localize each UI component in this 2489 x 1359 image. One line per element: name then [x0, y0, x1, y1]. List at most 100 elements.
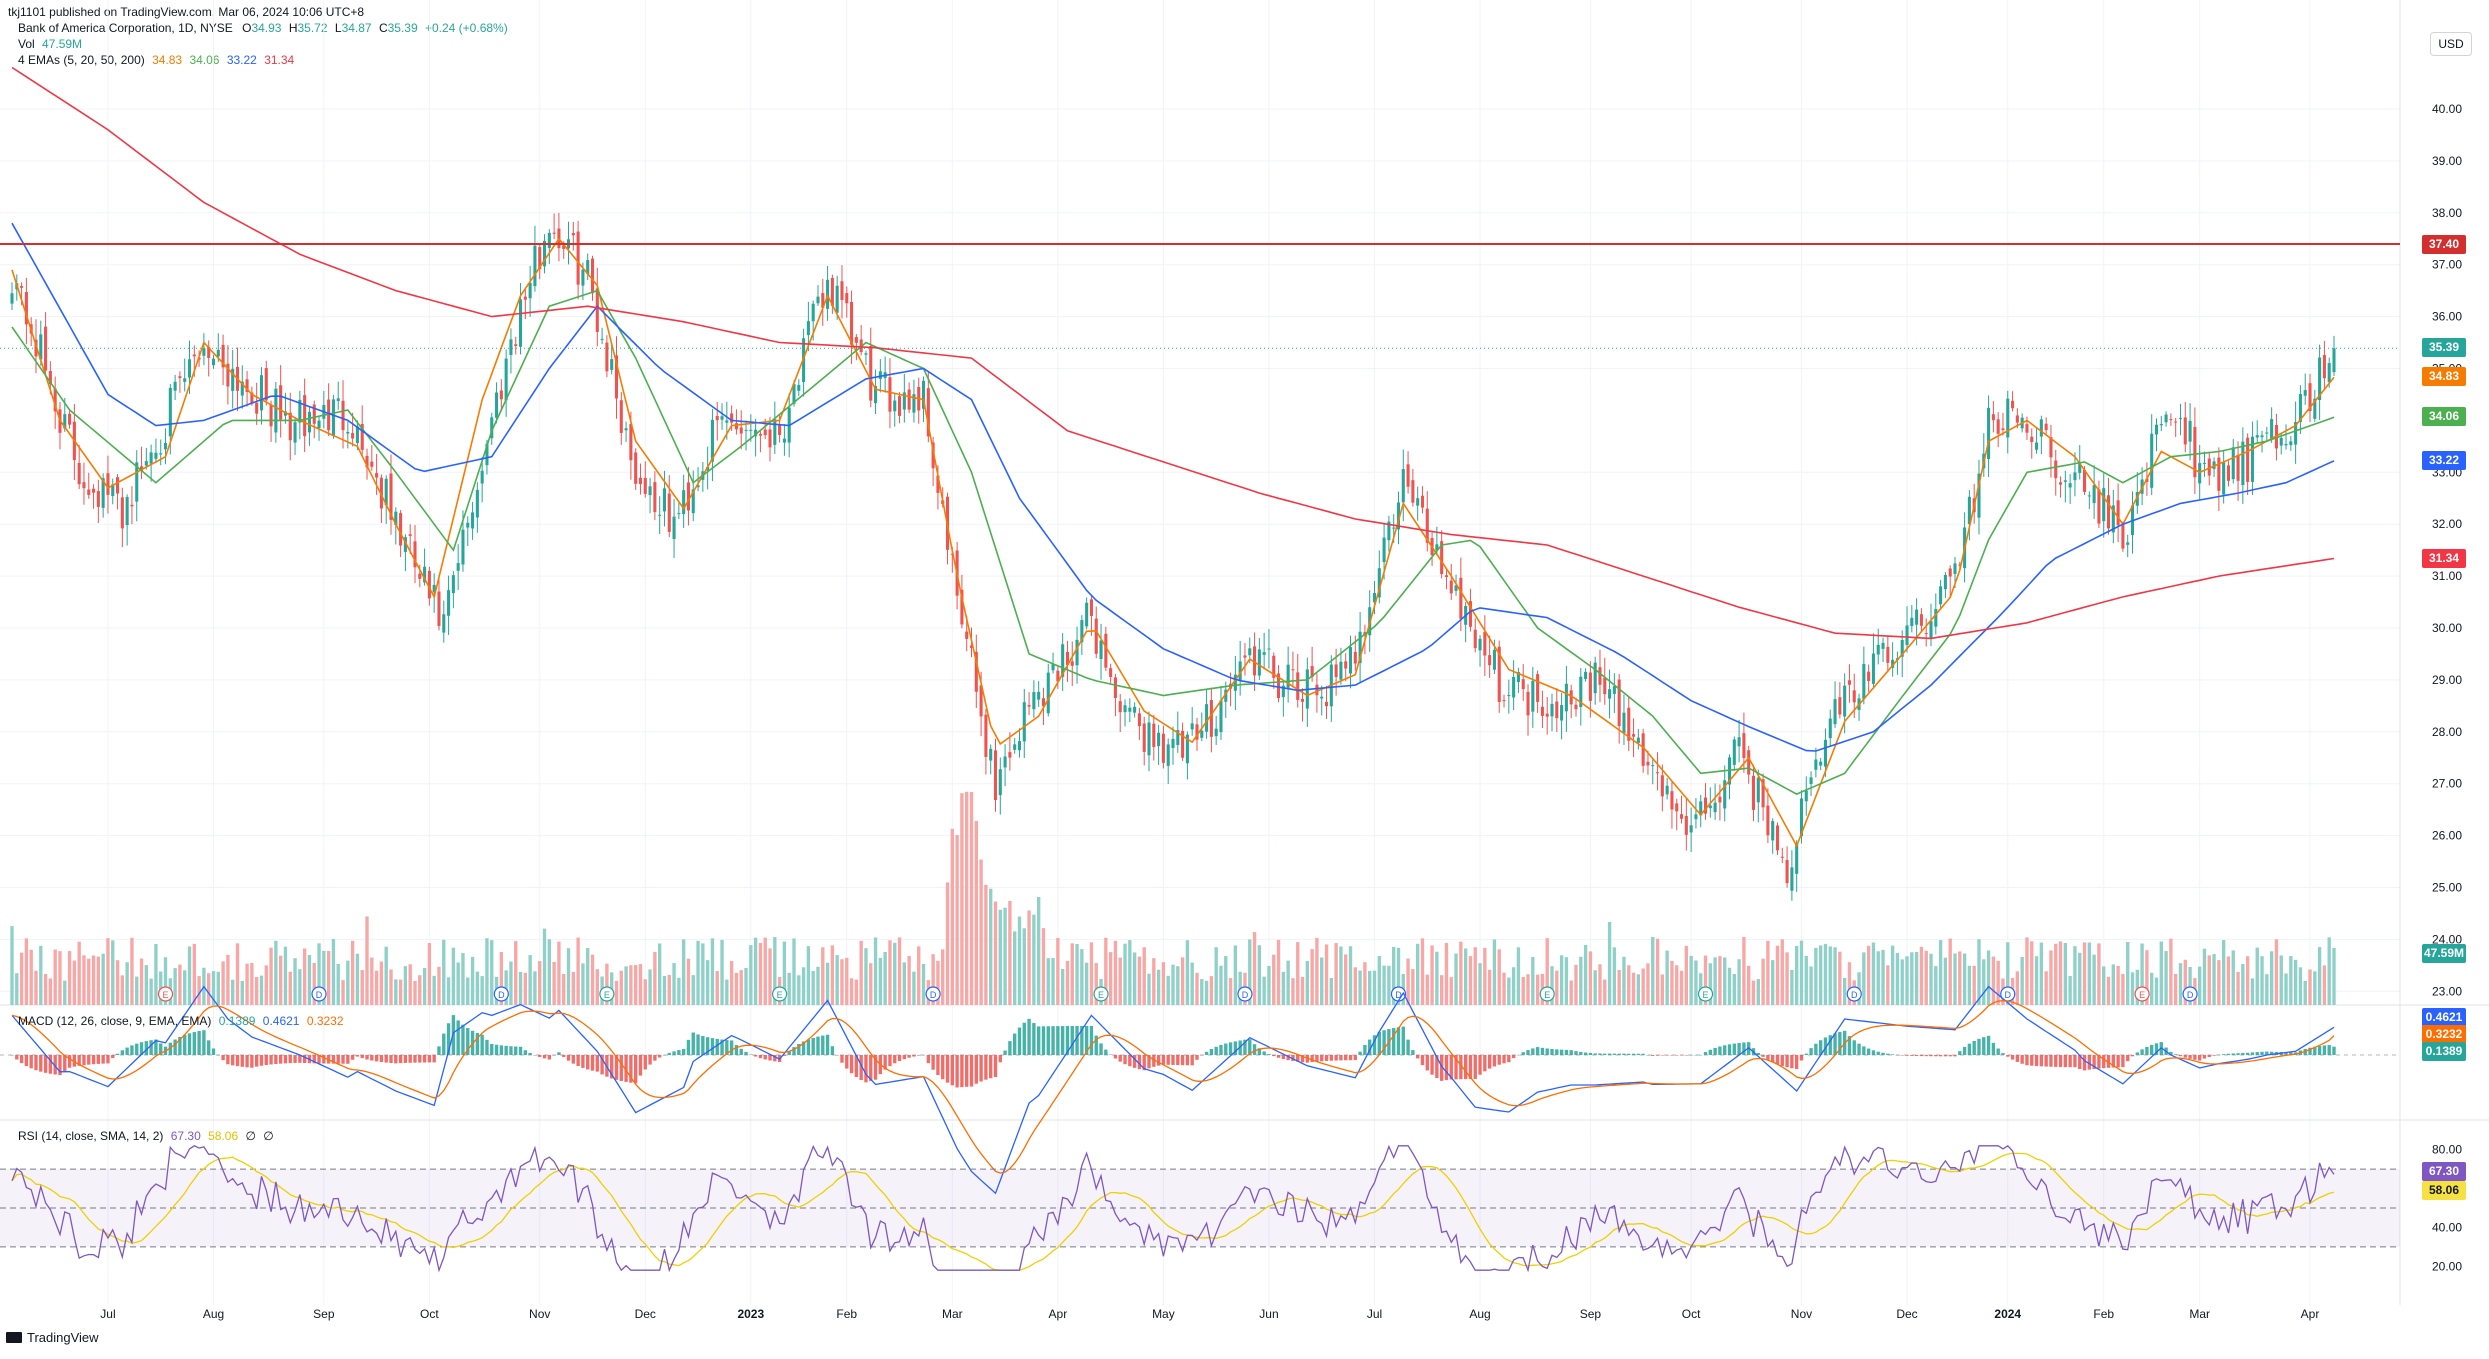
ema20-value: 34.06 [189, 53, 220, 67]
macd-hist-bar [1276, 1055, 1281, 1058]
candle-body [893, 400, 897, 412]
macd-hist-bar [1425, 1055, 1429, 1071]
candle-body [1660, 775, 1664, 797]
volume-bar [1089, 942, 1094, 1005]
macd-hist-bar [39, 1055, 43, 1072]
symbol-name[interactable]: Bank of America Corporation, 1D, NYSE [18, 21, 233, 35]
macd-hist-bar [1794, 1055, 1799, 1070]
macd-hist-bar [1219, 1044, 1223, 1055]
volume-bar [1017, 916, 1022, 1005]
volume-bar [1185, 940, 1190, 1005]
candle-body [2059, 482, 2063, 485]
volume-bar [528, 955, 532, 1005]
volume-bar [710, 938, 715, 1005]
candle-body [1051, 663, 1055, 671]
macd-hist-bar [1310, 1055, 1314, 1063]
macd-hist-bar [432, 1055, 436, 1063]
rsi-tick-label: 20.00 [2432, 1259, 2462, 1273]
candle-body [1262, 652, 1266, 655]
candle-body [1334, 664, 1338, 678]
candle-body [1425, 508, 1429, 543]
macd-hist-bar [1243, 1039, 1247, 1055]
macd-hist-bar [1041, 1026, 1046, 1055]
macd-signal-value: 0.3232 [306, 1014, 344, 1028]
volume-bar [1847, 962, 1852, 1005]
macd-hist-bar [1531, 1048, 1535, 1055]
macd-hist-bar [2106, 1055, 2111, 1068]
candle-body [528, 282, 532, 299]
macd-hist-bar [1296, 1055, 1300, 1062]
candle-body [1771, 821, 1775, 841]
volume-bar [2135, 969, 2139, 1005]
ema-label[interactable]: 4 EMAs (5, 20, 50, 200) [18, 53, 145, 67]
candle-body [1526, 691, 1530, 716]
macd-hist-bar [547, 1055, 552, 1060]
volume-bar [1444, 942, 1449, 1005]
candle-body [1449, 580, 1453, 594]
volume-bar [1420, 938, 1425, 1005]
candle-body [389, 473, 393, 520]
volume-bar [302, 948, 307, 1005]
macd-hist-bar [211, 1048, 216, 1055]
volume-bar [1627, 965, 1631, 1005]
rsi-label[interactable]: RSI (14, close, SMA, 14, 2) [18, 1129, 164, 1143]
candle-body [1536, 674, 1540, 702]
candle-body [634, 452, 638, 484]
macd-hist-bar [1588, 1053, 1593, 1055]
candle-body [149, 452, 153, 464]
volume-bar [1842, 977, 1847, 1005]
volume-label[interactable]: Vol [18, 37, 35, 51]
volume-bar [950, 828, 954, 1005]
candle-body [1238, 661, 1242, 681]
volume-bar [394, 979, 398, 1005]
tradingview-logo[interactable]: TradingView [6, 1330, 99, 1345]
macd-hist-bar [1195, 1055, 1199, 1060]
macd-hist-bar [1521, 1052, 1525, 1055]
volume-bar [1598, 964, 1602, 1005]
volume-bar [1507, 977, 1511, 1005]
macd-hist-bar [1617, 1053, 1621, 1055]
macd-hist-bar [2058, 1055, 2063, 1068]
candle-body [365, 455, 369, 468]
macd-hist-bar [216, 1054, 220, 1056]
macd-hist-bar [1262, 1051, 1266, 1055]
macd-hist-bar [1363, 1044, 1367, 1055]
volume-bar [715, 971, 719, 1005]
currency-button[interactable]: USD [2430, 32, 2472, 56]
volume-bar [34, 970, 38, 1005]
macd-hist-bar [1996, 1048, 2000, 1055]
volume-bar [1276, 939, 1281, 1005]
candle-body [2044, 423, 2048, 431]
candle-body [346, 431, 350, 434]
candle-body [1732, 739, 1736, 765]
volume-bar [662, 975, 667, 1005]
volume-bar [1348, 946, 1353, 1005]
volume-bar [226, 954, 230, 1005]
volume-bar [1248, 939, 1252, 1005]
volume-bar [2221, 939, 2226, 1005]
macd-hist-bar [1185, 1055, 1190, 1066]
macd-hist-bar [1895, 1054, 1900, 1056]
macd-hist-bar [1348, 1055, 1353, 1061]
macd-hist-bar [1924, 1055, 1928, 1057]
candle-body [1142, 723, 1146, 752]
ema50-line [11, 222, 2335, 752]
volume-bar [1833, 947, 1837, 1005]
macd-label[interactable]: MACD (12, 26, close, 9, EMA, EMA) [18, 1014, 212, 1028]
macd-hist-bar [873, 1055, 878, 1080]
macd-hist-bar [2188, 1055, 2192, 1059]
volume-bar [1766, 940, 1770, 1005]
candle-body [1804, 790, 1808, 802]
candle-body [341, 400, 345, 431]
macd-signal-line [11, 1000, 2335, 1174]
macd-hist-bar [2202, 1055, 2207, 1059]
volume-bar [63, 980, 67, 1005]
candle-body [1080, 620, 1084, 643]
candle-body [2063, 480, 2067, 482]
volume-bar [2106, 976, 2111, 1005]
candle-body [1871, 653, 1875, 684]
candle-body [658, 514, 662, 516]
volume-bar [2317, 947, 2322, 1005]
candle-body [691, 489, 695, 514]
